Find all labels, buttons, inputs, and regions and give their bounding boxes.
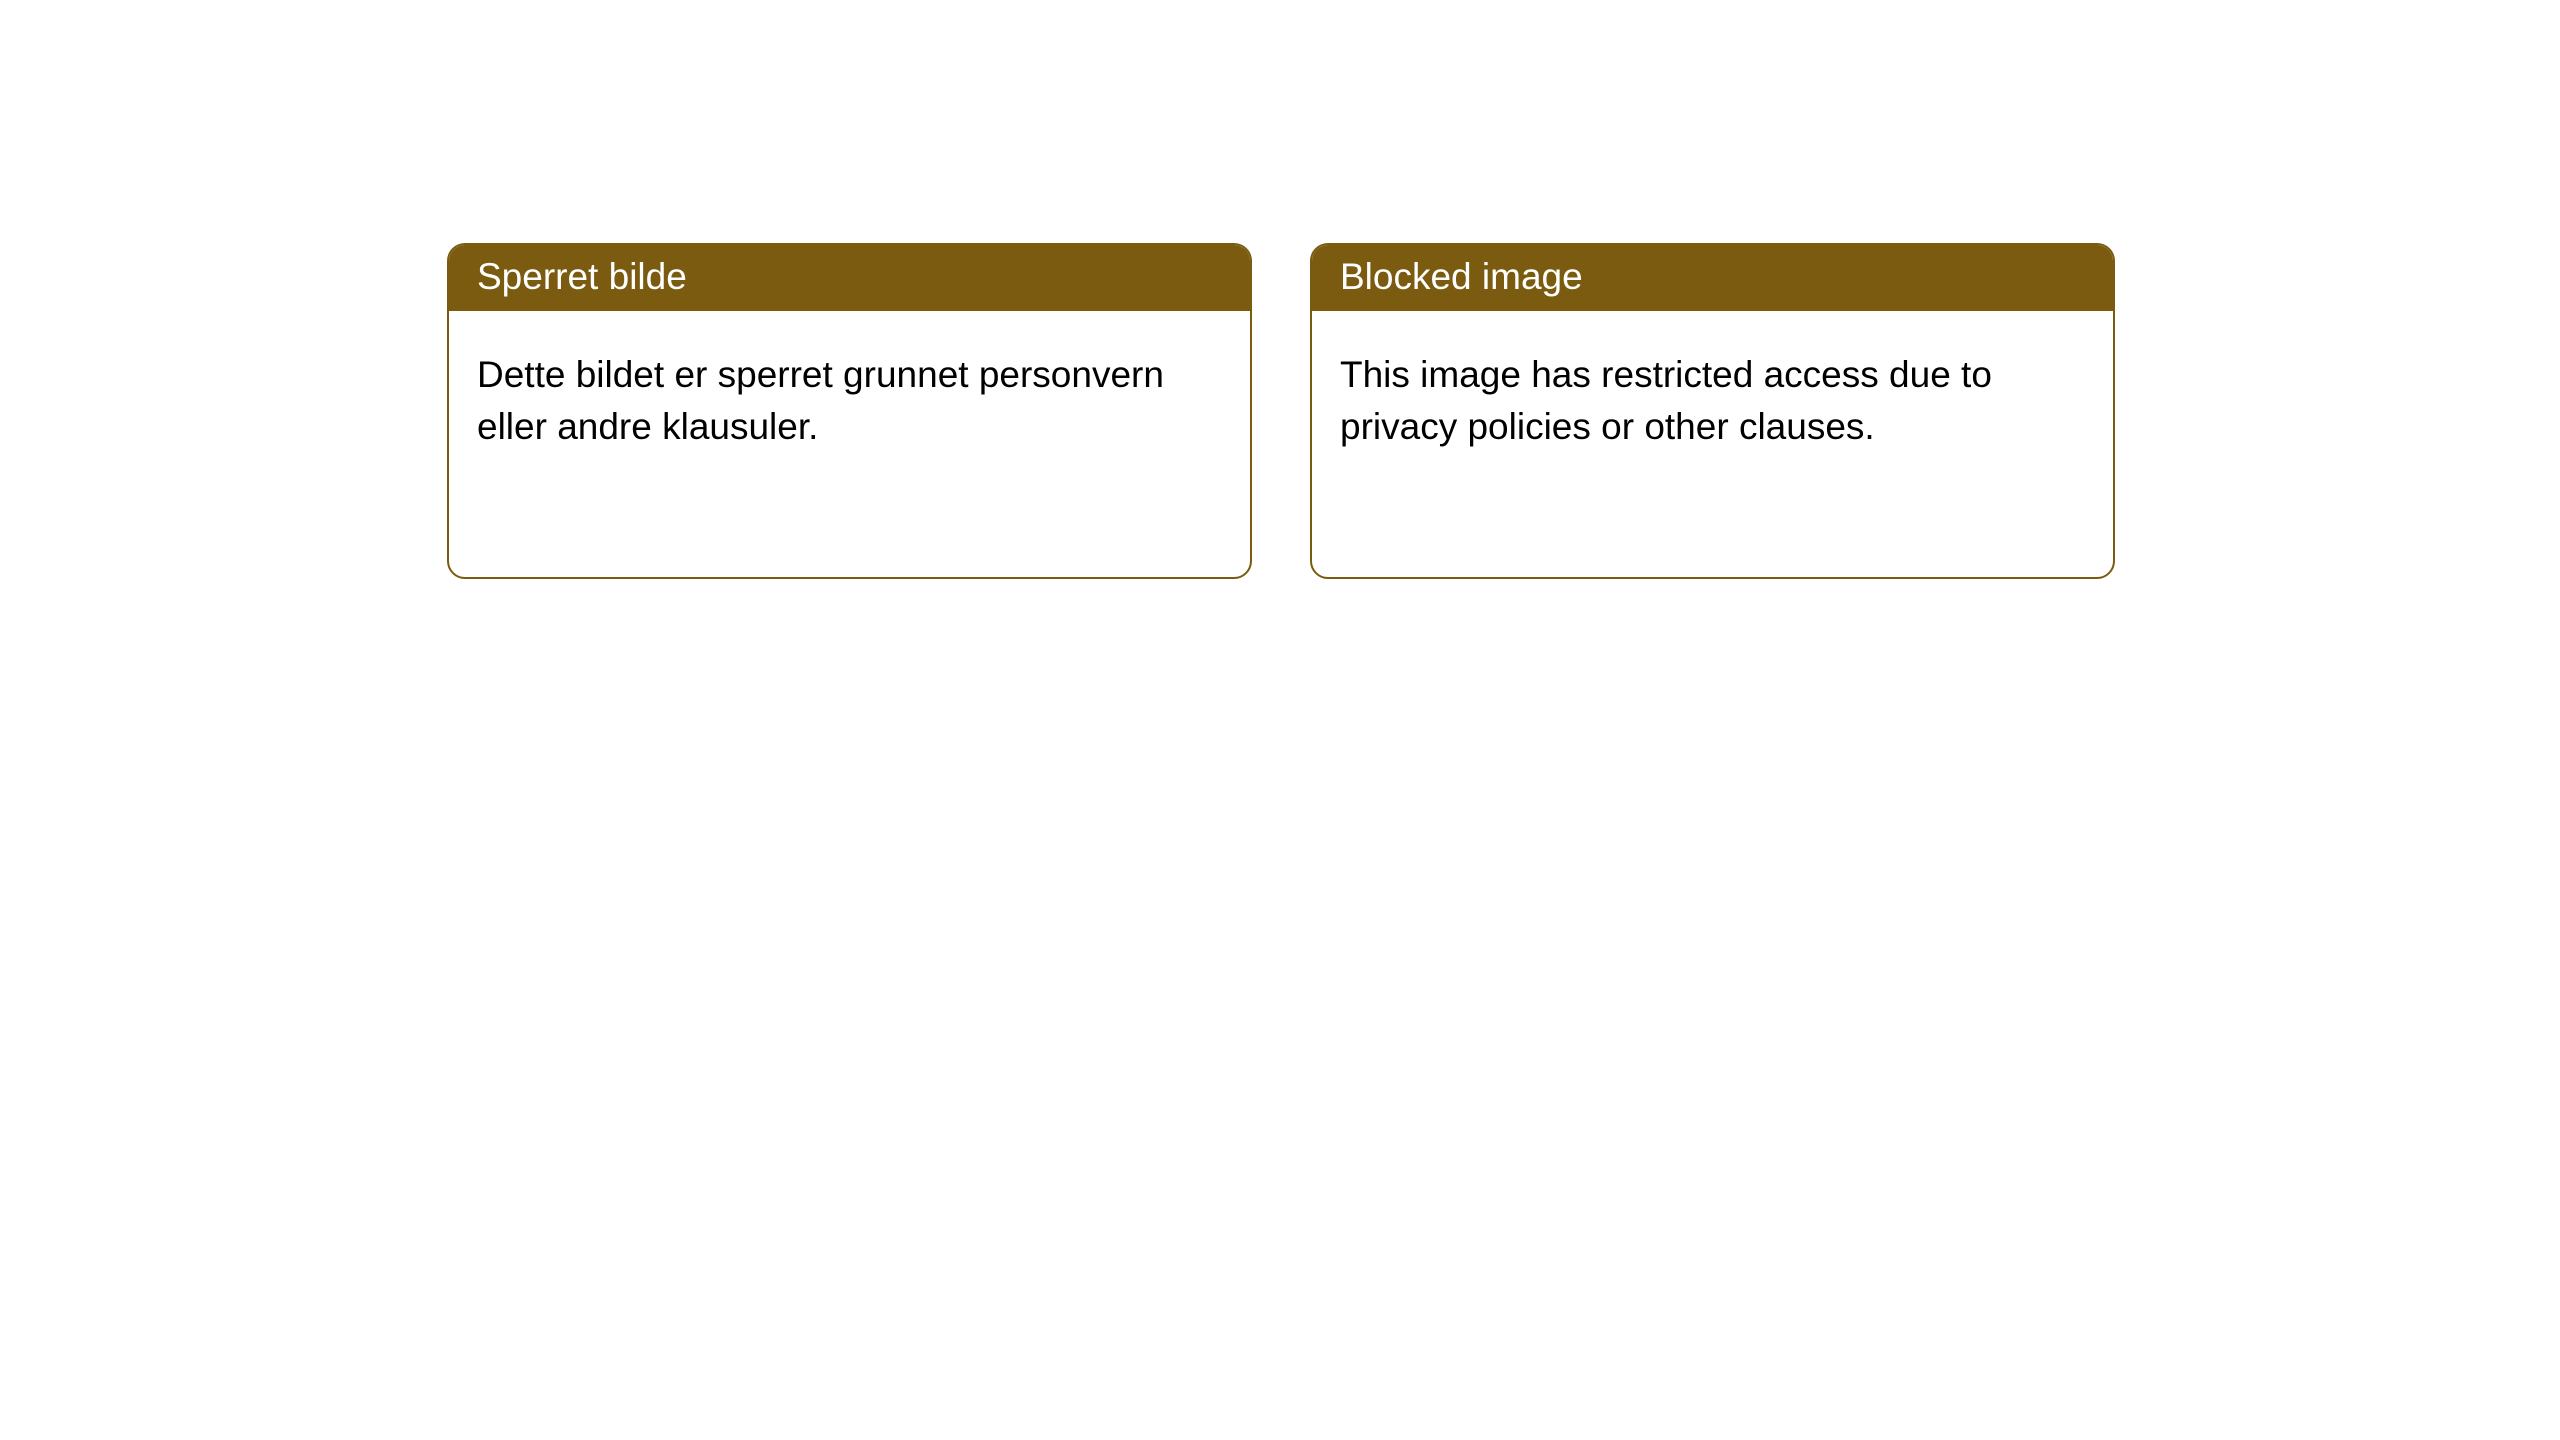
notice-card-english: Blocked image This image has restricted … [1310, 243, 2115, 579]
notice-title: Sperret bilde [477, 256, 687, 297]
notice-body: This image has restricted access due to … [1312, 311, 2113, 577]
notice-card-norwegian: Sperret bilde Dette bildet er sperret gr… [447, 243, 1252, 579]
notice-title: Blocked image [1340, 256, 1583, 297]
notice-cards-container: Sperret bilde Dette bildet er sperret gr… [447, 243, 2115, 579]
notice-header: Sperret bilde [449, 245, 1250, 311]
notice-body-text: This image has restricted access due to … [1340, 354, 1992, 447]
notice-body-text: Dette bildet er sperret grunnet personve… [477, 354, 1164, 447]
notice-body: Dette bildet er sperret grunnet personve… [449, 311, 1250, 577]
notice-header: Blocked image [1312, 245, 2113, 311]
